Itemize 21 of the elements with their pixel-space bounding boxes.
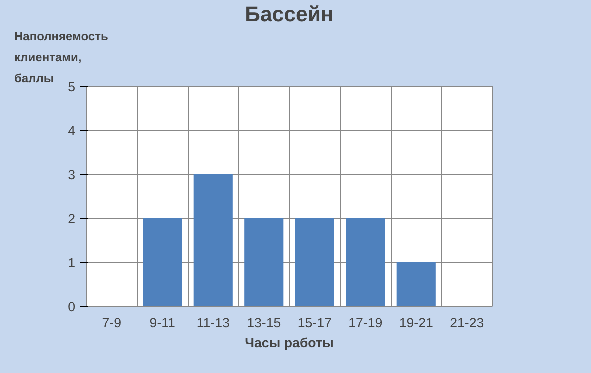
y-tick-label: 3 [68, 168, 76, 182]
x-tick-label: 9-11 [150, 316, 176, 330]
bar [194, 174, 233, 306]
x-tick-label: 21-23 [450, 316, 484, 330]
bar [346, 218, 386, 306]
bar [244, 218, 284, 306]
bar [295, 218, 334, 306]
y-tick-label: 4 [68, 124, 76, 138]
x-tick-label: 17-19 [348, 316, 383, 330]
x-tick-label: 15-17 [298, 316, 332, 330]
x-tick-label: 11-13 [196, 316, 230, 330]
y-tick-label: 2 [68, 212, 76, 226]
x-tick-label: 7-9 [102, 316, 122, 330]
bar [143, 218, 182, 306]
chart-title: Бассейн [245, 2, 334, 26]
bar [396, 262, 436, 306]
x-tick-label: 19-21 [399, 316, 434, 330]
x-tick-label: 13-15 [247, 316, 282, 330]
x-axis-title: Часы работы [245, 336, 334, 350]
y-tick-label: 0 [68, 300, 76, 314]
y-tick-label: 1 [68, 256, 76, 270]
